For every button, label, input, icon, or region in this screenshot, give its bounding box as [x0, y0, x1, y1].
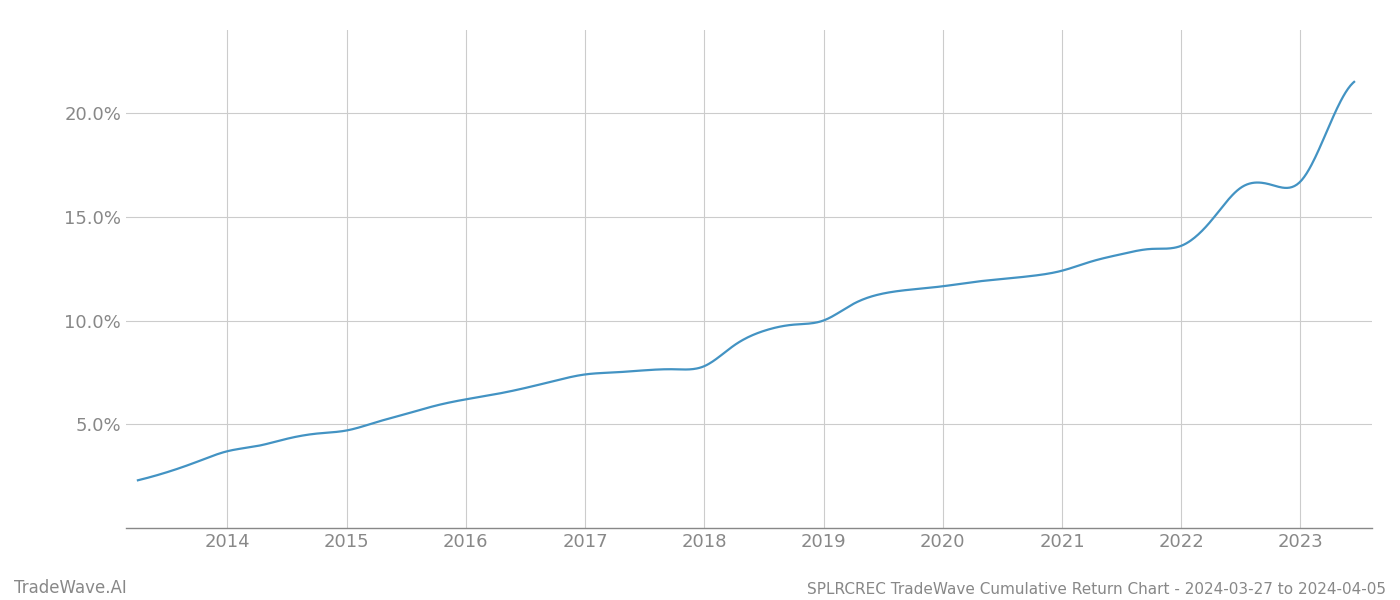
Text: TradeWave.AI: TradeWave.AI — [14, 579, 127, 597]
Text: SPLRCREC TradeWave Cumulative Return Chart - 2024-03-27 to 2024-04-05: SPLRCREC TradeWave Cumulative Return Cha… — [806, 582, 1386, 597]
